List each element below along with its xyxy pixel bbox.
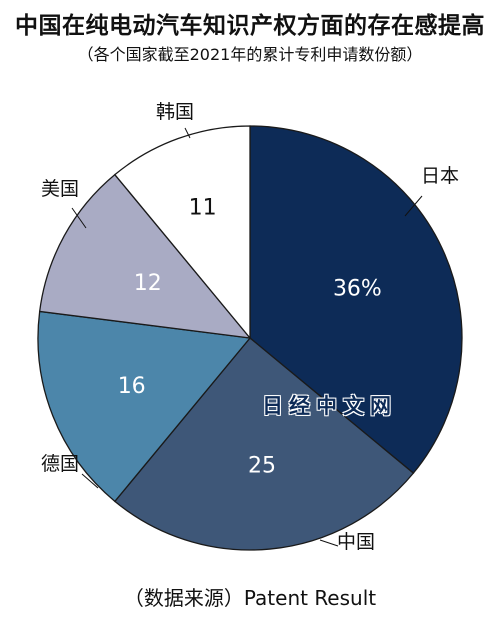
slice-value-label: 11 — [189, 195, 217, 220]
slice-value-label: 36% — [333, 277, 382, 302]
slice-value-label: 12 — [134, 271, 162, 296]
pie-slice — [113, 125, 251, 340]
label-connector-line — [81, 473, 99, 489]
slice-name-label: 中国 — [337, 531, 375, 553]
pie-slice — [113, 337, 415, 551]
data-source: （数据来源）Patent Result — [123, 586, 377, 610]
pie-slice — [249, 125, 463, 475]
slice-name-label: 德国 — [41, 453, 79, 475]
slice-name-label: 美国 — [41, 178, 79, 200]
slice-name-label: 日本 — [421, 165, 459, 187]
label-connector-line — [319, 539, 339, 547]
label-connector-line — [404, 195, 423, 217]
pie-slices — [37, 125, 463, 551]
pie-slice — [37, 310, 252, 503]
slice-value-label: 16 — [118, 374, 146, 399]
slice-value-label: 25 — [248, 454, 276, 479]
pie-slice — [38, 173, 252, 339]
pie-labels: 36% 日本 25 中国 16 德国 12 美国 11 韩国 — [41, 101, 459, 553]
chart-subtitle: （各个国家截至2021年的累计专利申请数份额） — [77, 45, 423, 64]
label-connector-line — [71, 207, 87, 229]
label-connectors — [71, 127, 423, 547]
chart-title: 中国在纯电动汽车知识产权方面的存在感提高 — [15, 13, 485, 39]
watermark: 日经中文网 — [262, 394, 397, 418]
label-connector-line — [184, 127, 191, 139]
slice-name-label: 韩国 — [156, 101, 194, 123]
